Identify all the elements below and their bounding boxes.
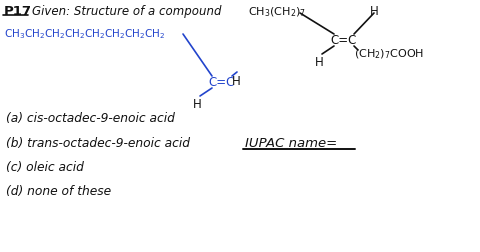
Text: H: H (370, 5, 379, 18)
Text: C=C: C=C (330, 34, 356, 47)
Text: H: H (232, 75, 241, 88)
Text: (a) cis-octadec-9-enoic acid: (a) cis-octadec-9-enoic acid (6, 112, 175, 125)
Text: H: H (315, 56, 324, 69)
Text: IUPAC name=: IUPAC name= (245, 137, 337, 150)
Text: CH$_3$CH$_2$CH$_2$CH$_2$CH$_2$CH$_2$CH$_2$CH$_2$: CH$_3$CH$_2$CH$_2$CH$_2$CH$_2$CH$_2$CH$_… (4, 27, 166, 41)
Text: (c) oleic acid: (c) oleic acid (6, 161, 84, 174)
Text: P17: P17 (4, 5, 32, 18)
Text: (b) trans-octadec-9-enoic acid: (b) trans-octadec-9-enoic acid (6, 137, 190, 150)
Text: CH$_3$(CH$_2$)$_7$: CH$_3$(CH$_2$)$_7$ (248, 5, 306, 19)
Text: Given: Structure of a compound: Given: Structure of a compound (32, 5, 221, 18)
Text: (d) none of these: (d) none of these (6, 185, 111, 198)
Text: C=C: C=C (208, 76, 234, 88)
Text: H: H (193, 98, 202, 111)
Text: (CH$_2$)$_7$COOH: (CH$_2$)$_7$COOH (354, 47, 424, 60)
